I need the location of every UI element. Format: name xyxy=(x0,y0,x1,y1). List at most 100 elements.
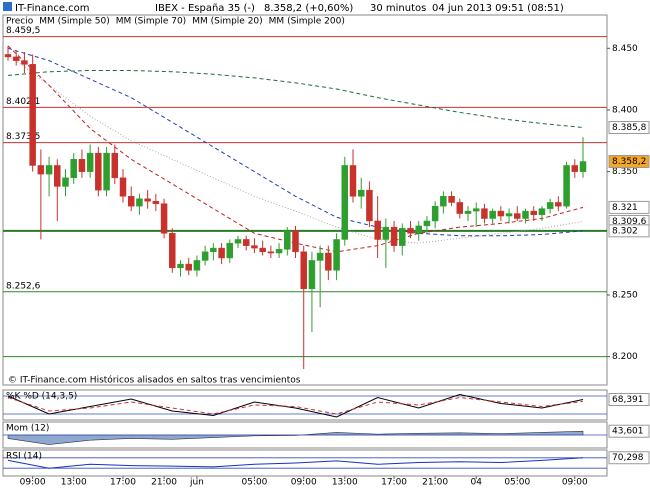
candle-body xyxy=(472,208,480,212)
site-name: IT-Finance.com xyxy=(15,3,90,14)
indicator-line xyxy=(7,396,584,415)
candle-body xyxy=(489,210,496,219)
candle-body xyxy=(382,226,390,240)
indicator-line xyxy=(7,393,584,418)
candle-body xyxy=(275,249,283,254)
candle-body xyxy=(440,196,447,207)
moving-average xyxy=(7,47,584,237)
indicator-panel xyxy=(2,389,608,421)
candle-body xyxy=(514,213,521,219)
x-tick-label: 13:00 xyxy=(332,478,358,488)
candle-body xyxy=(234,239,242,244)
candle-body xyxy=(579,161,587,172)
candle-body xyxy=(160,203,168,234)
candle-body xyxy=(366,189,373,222)
candle-body xyxy=(571,165,579,172)
level-label: 8.252,6 xyxy=(6,281,41,291)
candle-body xyxy=(251,245,258,249)
value-label: 70,298 xyxy=(612,453,644,463)
candle-body xyxy=(127,196,135,207)
candle-body xyxy=(341,165,349,240)
y-tick-label: 8.350 xyxy=(612,167,638,177)
y-tick-label: 8.250 xyxy=(612,290,638,300)
candle-body xyxy=(169,233,176,269)
value-label: 43,601 xyxy=(612,427,644,437)
candle-body xyxy=(193,260,201,271)
candle-body xyxy=(563,165,570,207)
candle-body xyxy=(119,177,127,197)
value-label: 8.385,8 xyxy=(612,123,647,133)
candle-body xyxy=(226,242,234,259)
candle-body xyxy=(136,198,143,207)
value-label: 8.302 xyxy=(612,226,638,236)
y-tick-label: 8.450 xyxy=(612,44,638,54)
candle-body xyxy=(284,230,291,250)
candle-body xyxy=(497,210,505,217)
value-box xyxy=(608,424,650,438)
candle-body xyxy=(505,213,513,217)
moving-average xyxy=(7,70,584,128)
panel-title: RSI (14) xyxy=(6,452,42,462)
candle-body xyxy=(456,202,464,214)
candle-body xyxy=(481,208,488,219)
legend-entry: MM (Simple 70) xyxy=(116,17,186,27)
candle-body xyxy=(95,152,102,191)
candle-body xyxy=(4,54,12,58)
legend-entry: MM (Simple 200) xyxy=(269,17,345,27)
panel-title: Mom (12) xyxy=(6,424,49,434)
candle-body xyxy=(78,159,86,172)
candle-body xyxy=(423,220,431,227)
level-label: 8.459,5 xyxy=(6,26,40,36)
value-box xyxy=(608,224,650,238)
candle-body xyxy=(201,251,209,261)
value-label: 8.309,6 xyxy=(612,217,647,227)
candle-body xyxy=(210,247,217,253)
momentum-area xyxy=(7,430,584,445)
candle-body xyxy=(259,247,266,253)
level-label: 8.402,1 xyxy=(6,97,40,107)
candle-body xyxy=(152,200,160,204)
candle-body xyxy=(333,239,340,271)
candle-body xyxy=(357,189,365,197)
value-box xyxy=(608,200,650,214)
x-tick-label: 09:00 xyxy=(291,478,317,488)
footnote: © IT-Finance.com Históricos alisados en … xyxy=(8,375,301,386)
x-tick-label: 21:00 xyxy=(151,478,177,488)
candle-body xyxy=(37,165,45,175)
candle-body xyxy=(390,226,398,246)
candle-body xyxy=(448,196,455,203)
candle-body xyxy=(522,210,529,219)
candle-body xyxy=(12,56,20,61)
candle-body xyxy=(555,202,562,207)
panel-title: %K %D (14,3,5) xyxy=(6,392,77,402)
candle-body xyxy=(399,228,406,246)
legend-title: Precio xyxy=(6,17,34,27)
x-tick-label: 05:00 xyxy=(241,478,267,488)
candle-body xyxy=(300,251,307,290)
candle-body xyxy=(530,210,537,216)
candle-body xyxy=(267,251,275,254)
candle-body xyxy=(464,210,472,214)
x-tick-label: jun xyxy=(189,478,204,488)
candle-body xyxy=(45,165,53,175)
value-label: 8.321 xyxy=(612,203,638,213)
candle-body xyxy=(325,252,332,271)
candle-body xyxy=(415,225,422,234)
x-tick-label: 17:00 xyxy=(381,478,407,488)
candle-body xyxy=(292,230,299,253)
candle-body xyxy=(21,60,28,65)
candle-body xyxy=(374,220,381,240)
candle-body xyxy=(144,198,151,202)
candle-body xyxy=(111,152,119,179)
candle-body xyxy=(242,239,250,246)
value-box xyxy=(608,120,650,134)
value-label: 8.358,2 xyxy=(612,157,646,167)
candle-body xyxy=(70,159,77,179)
x-tick-label: 04 xyxy=(470,478,482,488)
candle-body xyxy=(218,247,225,259)
x-tick-label: 21:00 xyxy=(422,478,448,488)
x-tick-label: 05:00 xyxy=(504,478,530,488)
x-tick-label: 09:00 xyxy=(562,478,588,488)
candle-body xyxy=(546,202,554,209)
candle-body xyxy=(54,165,61,187)
